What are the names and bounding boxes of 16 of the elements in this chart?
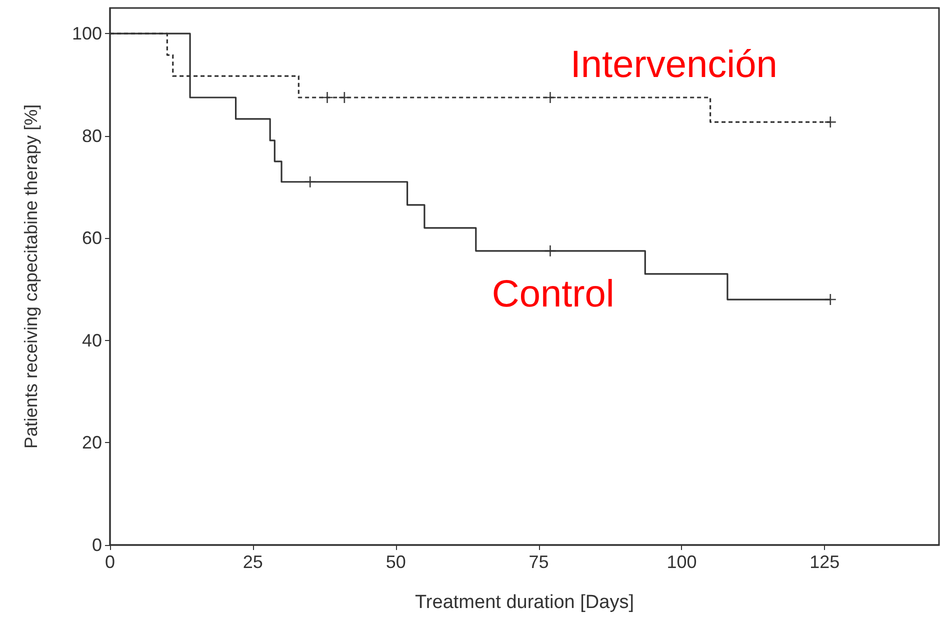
x-tick-label: 125 xyxy=(810,552,840,572)
y-tick-label: 20 xyxy=(82,432,102,453)
y-tick-label: 40 xyxy=(82,330,102,350)
x-tick-label: 0 xyxy=(104,552,116,572)
x-tick-label: 25 xyxy=(242,552,263,572)
x-axis-title: Treatment duration [Days] xyxy=(415,592,634,613)
y-tick-label: 100 xyxy=(72,24,102,44)
y-tick-label: 60 xyxy=(82,228,102,248)
x-tick-label: 100 xyxy=(666,552,697,572)
y-axis-title: Patients receiving capecitabine therapy [%] xyxy=(21,104,41,449)
y-tick-label: 80 xyxy=(82,126,102,146)
x-tick-label: 75 xyxy=(528,552,549,572)
series-label: Intervención xyxy=(570,44,778,86)
x-tick-label: 50 xyxy=(386,552,406,572)
y-tick-label: 0 xyxy=(92,535,102,555)
series-label: Control xyxy=(492,274,614,316)
